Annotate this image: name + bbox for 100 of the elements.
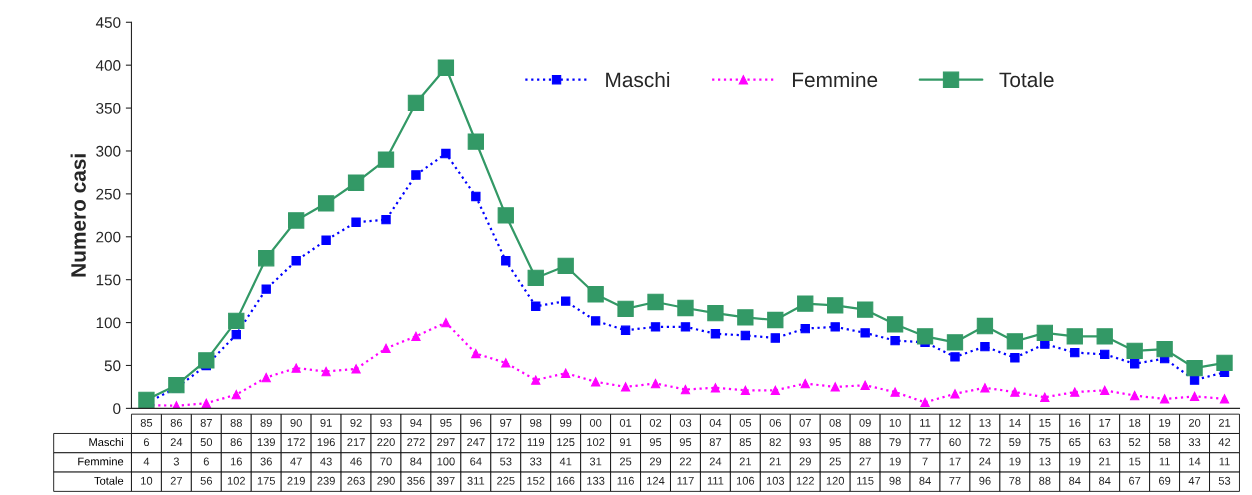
data-label: 96	[979, 476, 991, 485]
x-tick-label: 95	[440, 418, 452, 427]
x-tick-label: 93	[380, 418, 392, 427]
data-label: 290	[377, 476, 395, 485]
point	[1156, 341, 1173, 358]
data-label: 116	[617, 476, 634, 485]
x-tick-label: 92	[350, 418, 362, 427]
point	[291, 363, 301, 373]
data-label: 65	[1069, 438, 1081, 447]
data-label: 119	[527, 438, 545, 447]
point	[351, 217, 361, 227]
data-label: 16	[230, 457, 242, 466]
data-label: 356	[407, 476, 425, 485]
point	[317, 195, 335, 212]
data-label: 166	[557, 476, 575, 485]
point	[381, 214, 391, 225]
data-label: 46	[350, 457, 362, 466]
data-label: 29	[649, 457, 662, 466]
point	[228, 312, 245, 330]
point	[531, 375, 541, 385]
data-label: 21	[1099, 457, 1111, 466]
data-label: 196	[317, 438, 335, 447]
y-tick-label: 0	[113, 403, 121, 415]
data-label: 139	[257, 438, 275, 447]
point	[1186, 359, 1203, 377]
x-tick-label: 02	[649, 418, 662, 427]
point	[411, 331, 421, 341]
point	[980, 383, 990, 393]
data-label: 95	[679, 438, 692, 447]
data-label: 19	[1069, 457, 1081, 466]
point	[860, 328, 870, 338]
legend-label: Totale	[999, 71, 1054, 88]
point	[1159, 394, 1170, 404]
point	[1129, 359, 1140, 369]
data-label: 82	[769, 438, 781, 447]
point	[740, 385, 751, 396]
point	[1189, 375, 1200, 385]
point	[770, 333, 780, 343]
data-label: 42	[1218, 438, 1231, 446]
point	[261, 284, 271, 294]
point	[1006, 333, 1024, 350]
data-label: 24	[979, 457, 991, 466]
point	[950, 389, 960, 399]
y-tick-label: 200	[96, 231, 121, 243]
point	[890, 335, 900, 346]
data-label: 50	[200, 438, 213, 447]
point	[890, 387, 900, 397]
point	[1096, 328, 1113, 345]
point	[767, 311, 784, 329]
point	[288, 212, 305, 229]
data-label: 70	[380, 457, 392, 466]
point	[441, 317, 451, 328]
x-tick-label: 00	[589, 418, 602, 427]
x-tick-label: 87	[200, 418, 212, 427]
point	[620, 382, 631, 392]
x-tick-label: 01	[619, 418, 632, 427]
point	[497, 207, 514, 224]
point	[946, 334, 964, 351]
data-label: 263	[347, 476, 365, 485]
point	[620, 325, 631, 335]
point	[1036, 324, 1053, 342]
point	[1040, 392, 1050, 402]
point	[258, 250, 275, 267]
point	[557, 257, 574, 275]
point	[1070, 387, 1080, 397]
x-tick-label: 99	[560, 418, 572, 427]
data-label: 6	[203, 457, 209, 466]
data-label: 111	[707, 476, 724, 485]
point	[800, 378, 810, 389]
x-tick-label: 20	[1188, 418, 1201, 427]
point	[407, 94, 425, 112]
data-label: 41	[559, 457, 572, 466]
x-tick-label: 17	[1099, 419, 1111, 427]
data-label: 14	[1189, 457, 1201, 466]
point	[347, 174, 365, 191]
point	[976, 317, 994, 335]
point	[920, 397, 930, 408]
point	[830, 322, 840, 332]
data-label: 77	[949, 476, 961, 485]
text: Maschi	[89, 437, 123, 447]
data-label: 87	[709, 438, 722, 447]
point	[471, 191, 481, 202]
data-label: 115	[857, 476, 874, 485]
data-label: 47	[290, 457, 302, 466]
point	[321, 366, 331, 377]
data-label: 219	[287, 476, 305, 485]
point	[467, 133, 484, 150]
data-label: 58	[1158, 438, 1171, 447]
data-label: 22	[679, 457, 692, 466]
point	[1066, 328, 1083, 345]
x-tick-label: 13	[979, 418, 991, 427]
data-label: 93	[799, 438, 811, 447]
point	[770, 385, 780, 396]
data-label: 33	[1188, 438, 1201, 447]
point	[590, 377, 601, 387]
x-tick-label: 98	[530, 418, 542, 427]
data-label: 21	[769, 457, 781, 466]
point	[531, 301, 541, 311]
data-label: 17	[949, 457, 961, 466]
x-tick-label: 96	[470, 418, 482, 427]
